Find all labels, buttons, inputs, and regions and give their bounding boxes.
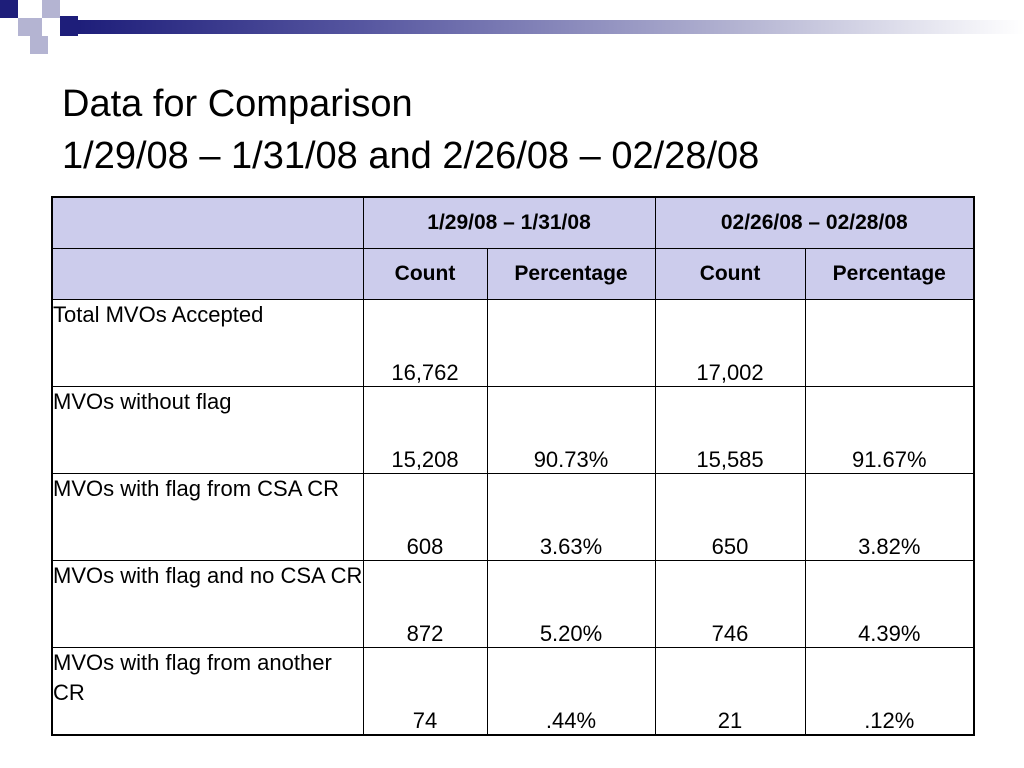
subheader-count-1: Count: [362, 248, 488, 300]
corner-cell: [51, 196, 364, 249]
header-row-periods: 1/29/08 – 1/31/08 02/26/08 – 02/28/08: [51, 196, 975, 249]
corner-square-mid: [18, 18, 42, 36]
cell-percentage-2: [804, 299, 975, 387]
cell-percentage-1: [486, 299, 656, 387]
row-label: Total MVOs Accepted: [51, 299, 364, 387]
cell-count-1: 872: [362, 560, 488, 648]
cell-percentage-2: .12%: [804, 647, 975, 736]
table-row: MVOs with flag from another CR 74 .44% 2…: [51, 647, 975, 736]
cell-count-2: 746: [654, 560, 806, 648]
row-label: MVOs with flag and no CSA CR: [51, 560, 364, 648]
subheader-percentage-1: Percentage: [486, 248, 656, 300]
cell-count-2: 21: [654, 647, 806, 736]
corner-square-light: [42, 0, 60, 18]
cell-count-1: 608: [362, 473, 488, 561]
row-label: MVOs without flag: [51, 386, 364, 474]
subheader-percentage-2: Percentage: [804, 248, 975, 300]
table-row: MVOs without flag 15,208 90.73% 15,585 9…: [51, 386, 975, 474]
corner-square-lower: [30, 36, 48, 54]
cell-percentage-2: 91.67%: [804, 386, 975, 474]
cell-count-1: 74: [362, 647, 488, 736]
cell-percentage-1: 90.73%: [486, 386, 656, 474]
cell-count-2: 15,585: [654, 386, 806, 474]
corner-square-dark: [0, 0, 18, 18]
cell-count-2: 17,002: [654, 299, 806, 387]
row-label: MVOs with flag from CSA CR: [51, 473, 364, 561]
corner-cell-2: [51, 248, 364, 300]
table-row: Total MVOs Accepted 16,762 17,002: [51, 299, 975, 387]
row-label: MVOs with flag from another CR: [51, 647, 364, 736]
comparison-table: 1/29/08 – 1/31/08 02/26/08 – 02/28/08 Co…: [51, 196, 976, 736]
cell-percentage-1: 3.63%: [486, 473, 656, 561]
period-header-1: 1/29/08 – 1/31/08: [362, 196, 656, 249]
slide-title: Data for Comparison 1/29/08 – 1/31/08 an…: [62, 78, 759, 182]
cell-count-2: 650: [654, 473, 806, 561]
corner-square-navy: [60, 16, 78, 36]
title-line-1: Data for Comparison: [62, 83, 413, 125]
cell-count-1: 15,208: [362, 386, 488, 474]
header-row-measures: Count Percentage Count Percentage: [51, 248, 975, 300]
title-line-2: 1/29/08 – 1/31/08 and 2/26/08 – 02/28/08: [62, 135, 760, 177]
cell-percentage-1: .44%: [486, 647, 656, 736]
header-gradient-bar: [78, 20, 1024, 34]
table-row: MVOs with flag and no CSA CR 872 5.20% 7…: [51, 560, 975, 648]
cell-percentage-2: 4.39%: [804, 560, 975, 648]
cell-percentage-2: 3.82%: [804, 473, 975, 561]
cell-percentage-1: 5.20%: [486, 560, 656, 648]
cell-count-1: 16,762: [362, 299, 488, 387]
table-row: MVOs with flag from CSA CR 608 3.63% 650…: [51, 473, 975, 561]
period-header-2: 02/26/08 – 02/28/08: [654, 196, 975, 249]
subheader-count-2: Count: [654, 248, 806, 300]
